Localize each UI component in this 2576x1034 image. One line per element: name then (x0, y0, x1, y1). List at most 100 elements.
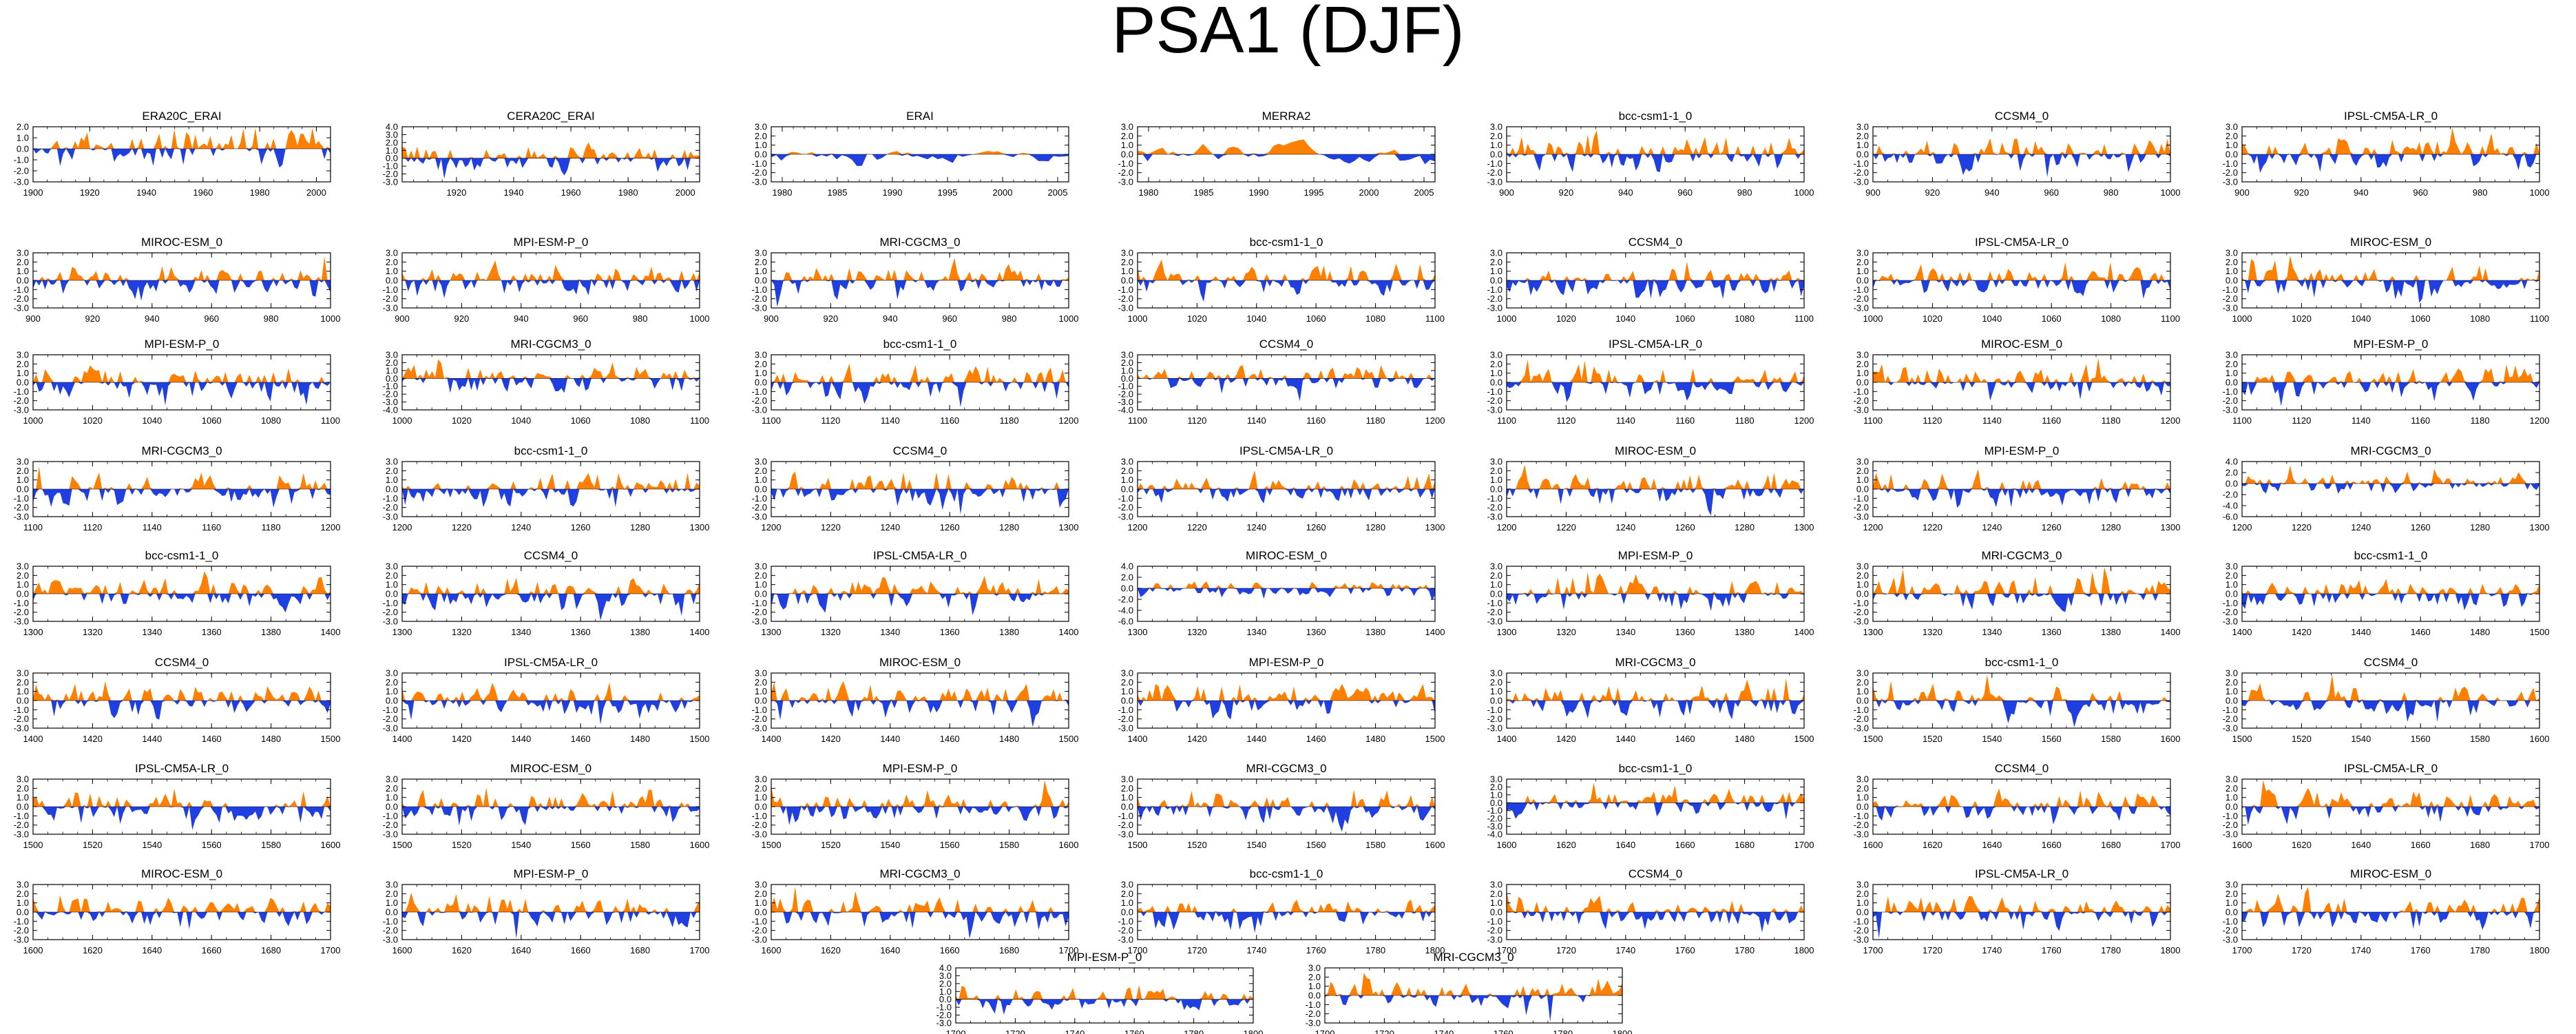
positive-area (771, 681, 1069, 701)
positive-area (1138, 365, 1435, 379)
y-tick-label: 2.0 (755, 257, 767, 267)
x-tick-label: 1100 (1794, 313, 1814, 324)
y-tick-label: 2.0 (386, 358, 398, 368)
y-tick-label: -1.0 (2223, 598, 2238, 608)
y-tick-label: -2.0 (1487, 814, 1502, 824)
y-tick-label: 2.0 (386, 677, 398, 687)
y-tick-label: -2.0 (1487, 714, 1502, 724)
y-tick-label: -2.0 (1854, 395, 1869, 406)
x-tick-label: 1620 (1923, 840, 1943, 850)
x-tick-label: 1420 (452, 734, 472, 744)
y-tick-label: -1.0 (14, 811, 29, 821)
x-tick-label: 960 (204, 313, 219, 324)
y-tick-label: -2.0 (752, 293, 767, 304)
y-tick-label: 2.0 (1121, 131, 1133, 141)
panel-title: IPSL-CM5A-LR_0 (2344, 762, 2438, 775)
y-tick-label: 2.0 (2226, 359, 2238, 369)
positive-area (771, 886, 1069, 912)
x-tick-label: 1100 (1128, 415, 1147, 426)
positive-area (33, 365, 331, 382)
y-tick-label: 3.0 (17, 457, 29, 467)
positive-area (33, 788, 331, 807)
x-tick-label: 1500 (1794, 734, 1814, 744)
y-tick-label: 4.0 (1121, 561, 1133, 572)
panel-title: MPI-ESM-P_0 (1618, 549, 1693, 562)
x-tick-label: 1100 (23, 522, 43, 532)
y-tick-label: 2.0 (1121, 677, 1133, 687)
negative-area (402, 378, 700, 393)
panel-title: MPI-ESM-P_0 (883, 762, 958, 775)
panel-title: MIROC-ESM_0 (2350, 867, 2431, 880)
y-tick-label: 1.0 (1121, 475, 1133, 485)
panel: bcc-csm1-1_0 3.02.01.00.0-1.0-2.0-3.01200… (383, 444, 710, 532)
x-tick-label: 1740 (1246, 945, 1266, 955)
y-tick-label: -1.0 (1854, 916, 1869, 927)
y-tick-label: 1.0 (1121, 898, 1133, 908)
y-tick-label: -3.0 (752, 303, 767, 313)
y-tick-label: -1.0 (1487, 916, 1502, 927)
y-tick-label: 1.0 (2226, 266, 2238, 276)
x-tick-label: 1100 (1497, 415, 1516, 426)
x-tick-label: 960 (942, 313, 957, 324)
x-tick-label: 1400 (690, 627, 710, 637)
y-tick-label: -2.0 (383, 169, 398, 179)
panel-title: MRI-CGCM3_0 (879, 867, 960, 880)
x-tick-label: 1200 (1497, 522, 1517, 532)
y-tick-label: 0.0 (1490, 484, 1502, 495)
x-tick-label: 1300 (762, 627, 782, 637)
y-tick-label: 2.0 (1121, 572, 1133, 583)
x-tick-label: 900 (25, 313, 41, 324)
y-tick-label: 3.0 (386, 774, 398, 785)
x-tick-label: 1100 (321, 415, 340, 426)
y-tick-label: 0.0 (755, 484, 767, 495)
y-tick-label: 0.0 (1121, 907, 1133, 918)
x-tick-label: 1760 (1306, 945, 1326, 955)
plot-frame (2241, 461, 2540, 517)
x-tick-label: 1660 (2411, 840, 2431, 850)
x-tick-label: 2000 (676, 187, 695, 198)
y-tick-label: -3.0 (1487, 723, 1502, 734)
x-tick-label: 1600 (2232, 840, 2252, 850)
x-tick-label: 1580 (1365, 840, 1385, 850)
positive-area (771, 780, 1069, 807)
y-tick-label: -1.0 (14, 386, 29, 397)
x-tick-label: 1240 (1246, 522, 1266, 532)
negative-area (771, 154, 1069, 166)
panel-title: MRI-CGCM3_0 (879, 236, 960, 249)
panel-title: IPSL-CM5A-LR_0 (2344, 110, 2438, 123)
y-tick-label: -1.0 (1118, 811, 1133, 821)
y-tick-label: -2.0 (14, 395, 29, 406)
y-tick-label: -2.0 (1854, 607, 1869, 617)
x-tick-label: 1420 (1187, 734, 1207, 744)
y-tick-label: -2.0 (383, 293, 398, 304)
y-tick-label: -1.0 (1854, 598, 1869, 608)
x-tick-label: 2005 (1414, 187, 1434, 198)
x-tick-label: 1600 (1863, 840, 1883, 850)
x-tick-label: 1360 (202, 627, 222, 637)
y-tick-label: -2.0 (1118, 820, 1133, 830)
x-tick-label: 1985 (828, 187, 848, 198)
positive-area (1138, 683, 1435, 701)
x-tick-label: 1700 (1794, 840, 1814, 850)
y-tick-label: 2.0 (1856, 677, 1869, 687)
x-tick-label: 1260 (2411, 522, 2431, 532)
panel-title: MIROC-ESM_0 (141, 236, 222, 249)
y-tick-label: 0.0 (755, 907, 767, 918)
x-tick-label: 1920 (80, 187, 100, 198)
y-tick-label: -1.0 (936, 1002, 952, 1013)
panel: bcc-csm1-1_0 3.02.01.00.0-1.0-2.0-3.0-4.0… (1487, 762, 1814, 850)
x-tick-label: 1600 (1497, 840, 1517, 850)
y-tick-label: -3.0 (14, 617, 29, 627)
y-tick-label: 1.0 (939, 986, 952, 997)
y-tick-label: 3.0 (1121, 774, 1133, 785)
y-tick-label: 0.0 (17, 378, 29, 388)
positive-area (1873, 896, 2170, 912)
x-tick-label: 920 (454, 313, 470, 324)
x-tick-label: 940 (883, 313, 898, 324)
negative-area (1138, 807, 1435, 832)
x-tick-label: 1580 (2101, 734, 2121, 744)
x-tick-label: 1440 (2351, 627, 2371, 637)
